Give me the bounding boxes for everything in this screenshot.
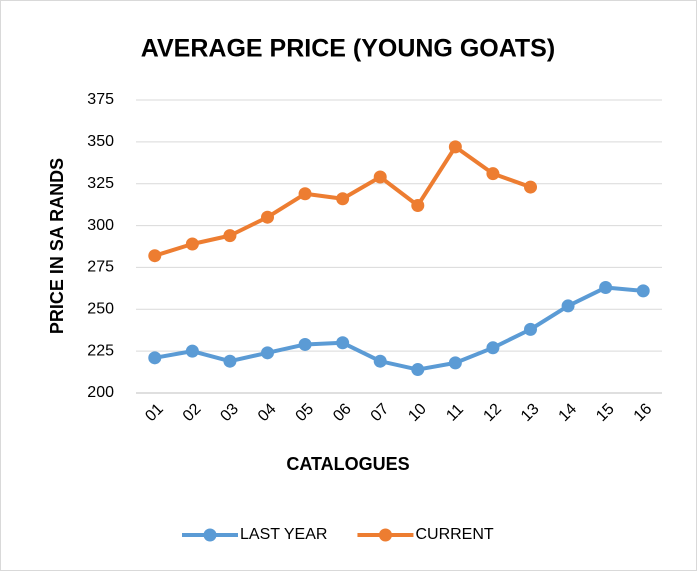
data-point bbox=[148, 249, 162, 263]
legend-marker bbox=[203, 528, 217, 542]
data-point bbox=[524, 322, 537, 336]
data-point bbox=[448, 140, 462, 154]
data-point bbox=[336, 192, 350, 206]
data-point bbox=[448, 356, 462, 370]
x-axis-title: CATALOGUES bbox=[286, 454, 409, 474]
legend-label: CURRENT bbox=[415, 526, 493, 543]
data-point bbox=[298, 337, 312, 351]
data-point bbox=[185, 344, 199, 358]
y-tick-label: 200 bbox=[87, 384, 114, 401]
legend-marker bbox=[378, 528, 392, 542]
data-point bbox=[148, 351, 162, 365]
data-point bbox=[561, 299, 575, 313]
data-point bbox=[411, 363, 425, 377]
y-tick-label: 225 bbox=[87, 342, 114, 359]
y-tick-label: 375 bbox=[87, 91, 114, 108]
y-tick-label: 300 bbox=[87, 217, 114, 234]
data-point bbox=[373, 170, 387, 184]
y-tick-label: 250 bbox=[87, 301, 114, 318]
chart-title: AVERAGE PRICE (YOUNG GOATS) bbox=[141, 35, 555, 63]
data-point bbox=[336, 336, 350, 350]
data-point bbox=[636, 284, 650, 298]
data-point bbox=[223, 354, 237, 368]
data-point bbox=[185, 237, 199, 251]
data-point bbox=[486, 167, 500, 181]
data-point bbox=[261, 346, 274, 360]
data-point bbox=[261, 210, 274, 224]
data-point bbox=[223, 229, 237, 243]
y-tick-label: 275 bbox=[87, 259, 114, 276]
data-point bbox=[599, 281, 613, 295]
data-point bbox=[373, 354, 387, 368]
legend-label: LAST YEAR bbox=[240, 526, 327, 543]
y-tick-label: 325 bbox=[87, 175, 114, 192]
data-point bbox=[298, 187, 312, 201]
y-axis-title: PRICE IN SA RANDS bbox=[47, 158, 67, 334]
data-point bbox=[486, 341, 500, 355]
data-point bbox=[524, 180, 537, 194]
data-point bbox=[411, 198, 425, 212]
y-tick-label: 350 bbox=[87, 133, 114, 150]
